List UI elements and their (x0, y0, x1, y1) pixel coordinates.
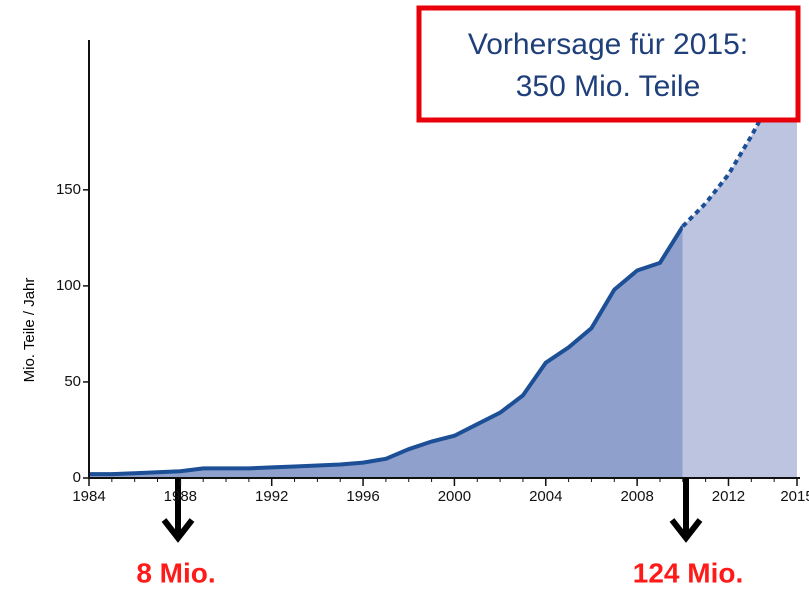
x-tick-label: 2000 (438, 488, 471, 505)
arrows (161, 478, 703, 543)
forecast-box (416, 5, 801, 123)
y-axis-label: Mio. Teile / Jahr (21, 278, 38, 383)
x-tick-label: 1992 (255, 488, 288, 505)
annotation: 124 Mio. (633, 557, 743, 588)
y-tick-label: 150 (56, 181, 81, 198)
y-tick-label: 0 (73, 469, 81, 486)
x-tick-label: 2015 (780, 488, 809, 505)
x-tick-label: 2012 (712, 488, 745, 505)
box-line: 350 Mio. Teile (516, 70, 701, 103)
area (682, 40, 797, 478)
x-tick-label: 1996 (346, 488, 379, 505)
y-tick-label: 100 (56, 277, 81, 294)
x-tick-label: 1988 (164, 488, 197, 505)
x-tick-label: 2008 (620, 488, 653, 505)
y-tick-label: 50 (64, 373, 81, 390)
x-tick-label: 1984 (72, 488, 105, 505)
area (89, 226, 683, 478)
annotation: 8 Mio. (136, 557, 215, 588)
line (89, 225, 685, 477)
box-line: Vorhersage für 2015: (468, 28, 748, 61)
x-tick-label: 2004 (529, 488, 562, 505)
plot-area (89, 40, 799, 478)
